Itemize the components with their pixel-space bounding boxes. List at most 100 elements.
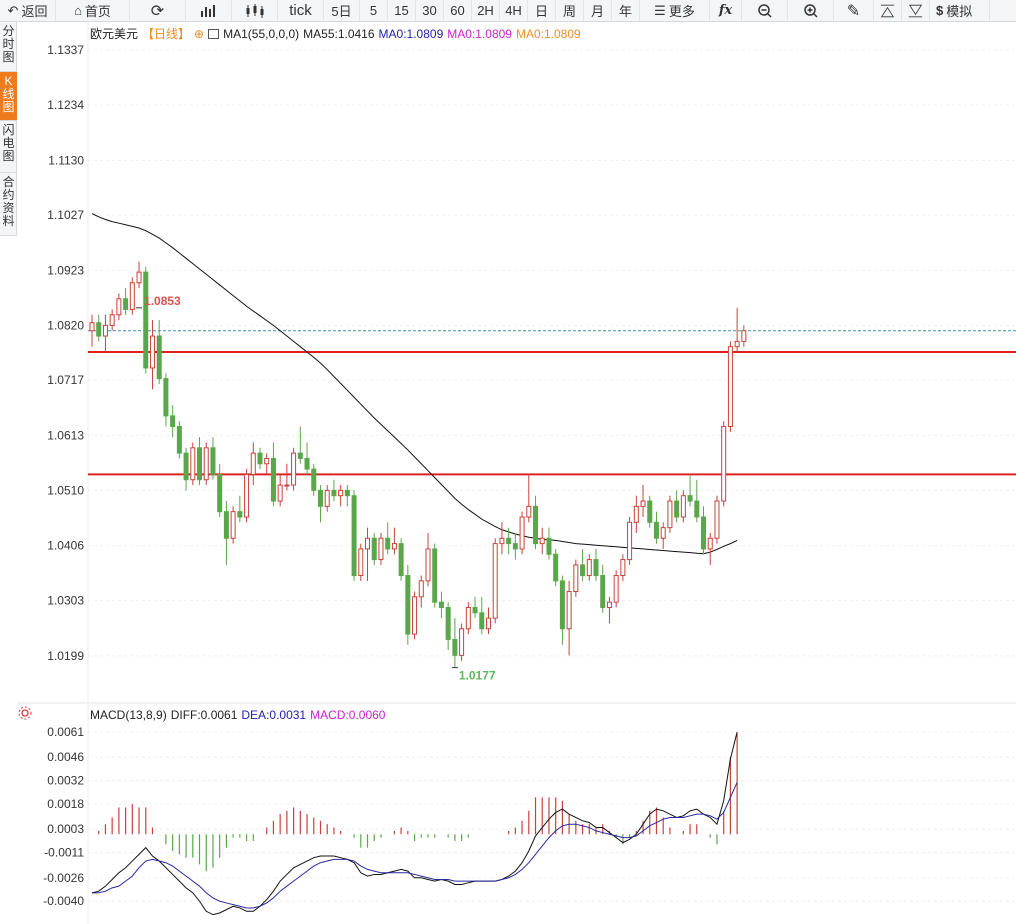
candle-body xyxy=(667,500,673,529)
candle-body xyxy=(627,521,633,561)
candle xyxy=(264,453,270,475)
candle-body xyxy=(573,564,579,593)
more-button[interactable]: ☰ 更多 xyxy=(640,0,710,21)
period-week[interactable]: 周 xyxy=(556,0,584,21)
price-tick-label: 1.0923 xyxy=(47,264,84,278)
add-indicator-icon[interactable]: ⊕ xyxy=(194,26,205,41)
period-5m[interactable]: 5 xyxy=(360,0,388,21)
tab-kline[interactable]: K线图 xyxy=(0,72,17,121)
candle-body xyxy=(324,489,330,507)
triangle-down-button[interactable] xyxy=(902,0,930,21)
period-5d[interactable]: 5日 xyxy=(324,0,360,21)
candle xyxy=(647,495,653,528)
candle-body xyxy=(244,473,250,518)
period-day[interactable]: 日 xyxy=(528,0,556,21)
candle-body xyxy=(210,447,216,475)
gear-ring xyxy=(18,706,32,720)
macd-legend: MACD(13,8,9) DIFF:0.0061 DEA:0.0031 MACD… xyxy=(90,708,385,722)
ma55-value: MA55:1.0416 xyxy=(303,26,375,41)
period-2h[interactable]: 2H xyxy=(472,0,500,21)
macd-settings-icon[interactable] xyxy=(18,706,32,720)
price-tick-label: 1.1027 xyxy=(47,208,84,222)
tab-contract-info[interactable]: 合约资料 xyxy=(0,173,17,236)
macd-histogram xyxy=(98,733,738,872)
macd-value: MACD:0.0060 xyxy=(310,708,386,722)
candle-body xyxy=(136,271,142,284)
ma1-label: MA1(55,0,0,0) xyxy=(223,26,300,41)
macd-tick-label: 0.0032 xyxy=(47,774,84,788)
candle-body xyxy=(170,415,176,428)
candle xyxy=(640,485,646,517)
candle-body xyxy=(526,505,532,518)
period-30m[interactable]: 30 xyxy=(416,0,444,21)
chart-type-button[interactable] xyxy=(186,0,232,21)
candle-body xyxy=(727,346,733,428)
candle xyxy=(694,479,700,523)
ma0-value-b: MA0:1.0809 xyxy=(447,26,512,41)
candle-body xyxy=(109,314,115,326)
home-icon: ⌂ xyxy=(74,3,82,18)
candle-body xyxy=(223,511,229,539)
refresh-button[interactable]: ⟳ xyxy=(130,0,186,21)
candle xyxy=(546,527,552,560)
candle-body xyxy=(412,596,418,635)
period-15m[interactable]: 15 xyxy=(388,0,416,21)
candle-body xyxy=(674,500,680,518)
candle xyxy=(230,506,236,544)
candle-body xyxy=(600,575,606,608)
candle-body xyxy=(613,575,619,603)
draw-button[interactable]: ✎ xyxy=(834,0,874,21)
candle xyxy=(526,474,532,523)
candle xyxy=(331,479,337,502)
candle-body xyxy=(660,527,666,539)
candle-body xyxy=(559,580,565,630)
candle xyxy=(338,485,344,507)
candle xyxy=(149,320,155,390)
simulate-button[interactable]: $ 模拟 xyxy=(930,0,990,21)
home-button[interactable]: ⌂ 首页 xyxy=(56,0,130,21)
tick-button[interactable]: tick xyxy=(278,0,324,21)
candle-body xyxy=(425,548,431,582)
candle-body xyxy=(741,330,747,342)
triangle-up-button[interactable] xyxy=(874,0,902,21)
candle xyxy=(533,495,539,549)
zoom-out-button[interactable] xyxy=(742,0,788,21)
period-4h[interactable]: 4H xyxy=(500,0,528,21)
candle xyxy=(586,554,592,581)
period-60m[interactable]: 60 xyxy=(444,0,472,21)
candle xyxy=(627,517,633,565)
main-legend: 欧元美元 【日线】 ⊕ MA1(55,0,0,0) MA55:1.0416 MA… xyxy=(90,25,581,42)
period-month[interactable]: 月 xyxy=(584,0,612,21)
chart-area[interactable]: 1.1337 1.1234 1.1130 1.1027 1.0923 1.0820 1.07… xyxy=(0,22,1016,924)
tab-timeshare[interactable]: 分时图 xyxy=(0,22,17,72)
candle xyxy=(297,426,303,464)
candle xyxy=(190,442,196,486)
price-tick-label: 1.1234 xyxy=(47,98,84,112)
period-label: 【日线】 xyxy=(142,27,191,41)
candle-body xyxy=(217,473,223,513)
candle xyxy=(371,532,377,565)
candle-body xyxy=(371,537,377,561)
tab-lightning[interactable]: 闪电图 xyxy=(0,121,17,173)
candle-body xyxy=(378,537,384,561)
price-tick-label: 1.0199 xyxy=(47,649,84,663)
candle-type-button[interactable] xyxy=(232,0,278,21)
candle xyxy=(553,548,559,587)
fx-button[interactable]: fx xyxy=(710,0,742,21)
candle-body xyxy=(183,452,189,481)
refresh-icon: ⟳ xyxy=(150,2,165,20)
back-button[interactable]: ↶ 返回 xyxy=(0,0,56,21)
back-arrow-icon: ↶ xyxy=(7,2,19,18)
candle xyxy=(378,532,384,565)
candle-body xyxy=(586,559,592,577)
high-price-label: 1.0853 xyxy=(144,294,181,308)
indicator-icon[interactable] xyxy=(208,28,220,39)
candle xyxy=(217,463,223,517)
candle xyxy=(398,538,404,581)
period-year[interactable]: 年 xyxy=(612,0,640,21)
candle-body xyxy=(701,516,707,550)
candle xyxy=(156,320,162,384)
zoom-in-button[interactable] xyxy=(788,0,834,21)
candle-body xyxy=(358,548,364,577)
price-tick-label: 1.0303 xyxy=(47,594,84,608)
